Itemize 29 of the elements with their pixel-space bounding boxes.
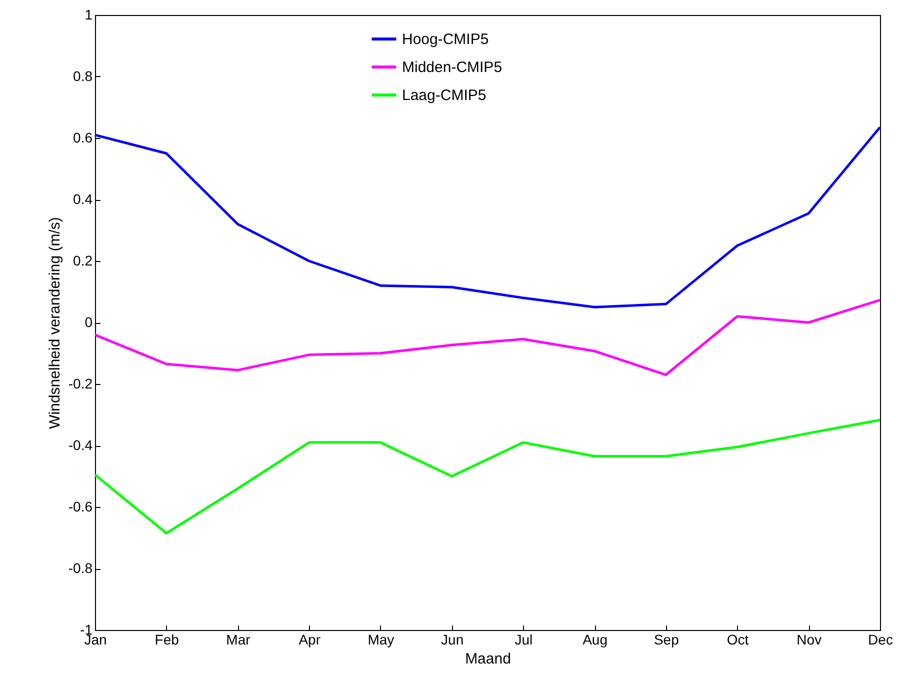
y-tick-label: 0 [84,314,93,330]
y-tick-label: 1 [84,6,93,22]
x-tick-label: Nov [796,632,822,648]
y-tick-label: 0.8 [73,68,93,84]
x-tick-label: Dec [868,632,893,648]
x-tick-label: Aug [582,632,608,648]
legend-label: Hoog-CMIP5 [402,31,489,48]
line-series [94,418,882,534]
x-tick-label: Jun [441,632,464,648]
y-tick-label: -0.6 [68,498,93,514]
x-tick-label: Feb [154,632,180,648]
line-series [94,126,882,308]
y-tick-label: 0.2 [73,252,93,268]
x-tick-label: Sep [654,632,680,648]
x-axis-title: Maand [465,650,511,668]
y-tick-label: -0.2 [68,376,93,392]
x-tick-label: Oct [726,632,749,648]
legend-label: Laag-CMIP5 [402,87,486,104]
x-tick-label: Mar [226,632,251,648]
y-tick-label: -0.8 [68,560,93,576]
line-series [94,298,882,376]
y-tick-label: -0.4 [68,437,93,453]
y-tick-label: 0.6 [73,130,93,146]
x-tick-label: May [368,632,394,648]
x-tick-label: Apr [298,632,321,648]
x-tick-label: Jul [514,632,533,648]
y-tick-label: 0.4 [73,191,93,207]
y-axis-title: Windsnelheid verandering (m/s) [46,217,64,429]
legend-label: Midden-CMIP5 [402,59,502,76]
